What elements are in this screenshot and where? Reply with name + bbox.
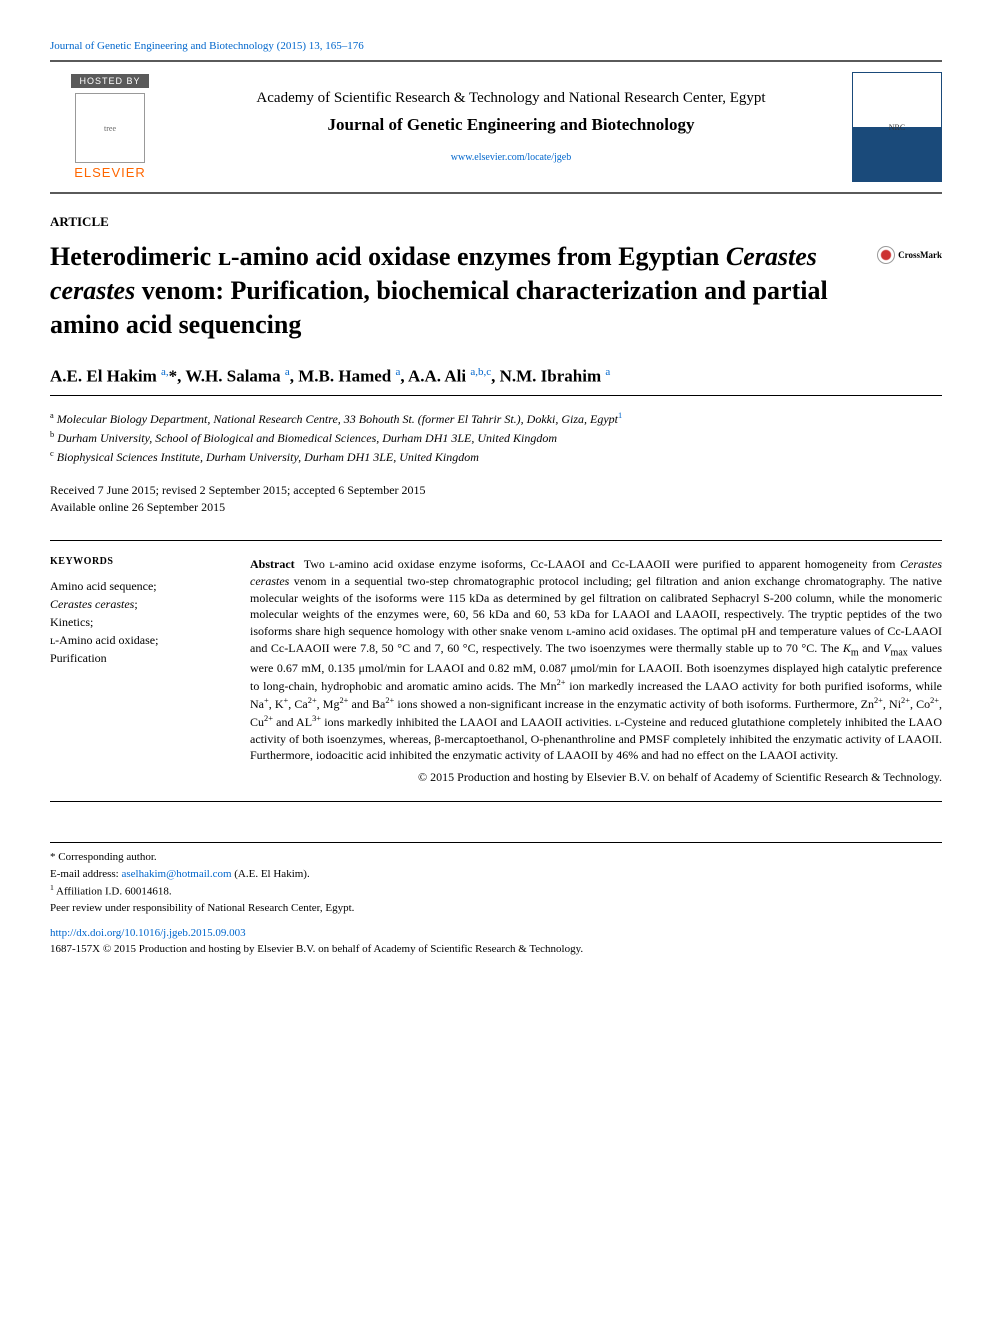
peer-review: Peer review under responsibility of Nati… (50, 900, 942, 917)
affil-id-text: Affiliation I.D. 60014618. (56, 886, 172, 898)
hosted-by-label: HOSTED BY (71, 74, 148, 88)
affiliation-id: 1 Affiliation I.D. 60014618. (50, 882, 942, 900)
affiliation-b: b Durham University, School of Biologica… (50, 430, 942, 446)
journal-name: Journal of Genetic Engineering and Biote… (185, 115, 837, 135)
authors: A.E. El Hakim a,*, W.H. Salama a, M.B. H… (50, 366, 942, 387)
online-date: Available online 26 September 2015 (50, 500, 942, 515)
abstract-copyright: © 2015 Production and hosting by Elsevie… (250, 769, 942, 786)
main-content-row: KEYWORDS Amino acid sequence;Cerastes ce… (50, 540, 942, 802)
crossmark-icon (877, 246, 895, 264)
title-row: Heterodimeric ʟ-amino acid oxidase enzym… (50, 240, 942, 366)
crossmark-label: CrossMark (898, 250, 942, 260)
crossmark-badge[interactable]: CrossMark (877, 246, 942, 264)
keywords-heading: KEYWORDS (50, 556, 225, 567)
email-paren: (A.E. El Hakim). (234, 868, 309, 880)
keywords-list: Amino acid sequence;Cerastes cerastes;Ki… (50, 577, 225, 667)
affil-trail-sup: 1 (618, 411, 622, 420)
author-rule (50, 395, 942, 396)
keywords-column: KEYWORDS Amino acid sequence;Cerastes ce… (50, 556, 225, 786)
email-link[interactable]: aselhakim@hotmail.com (121, 868, 231, 880)
journal-url-link[interactable]: www.elsevier.com/locate/jgeb (451, 152, 571, 163)
hosted-by-block: HOSTED BY tree ELSEVIER (50, 74, 170, 180)
academy-name: Academy of Scientific Research & Technol… (185, 90, 837, 107)
elsevier-logo: tree ELSEVIER (74, 93, 146, 180)
elsevier-tree-icon: tree (75, 93, 145, 163)
issn-line: 1687-157X © 2015 Production and hosting … (50, 941, 942, 958)
abstract-text: Abstract Two ʟ-amino acid oxidase enzyme… (250, 556, 942, 764)
affil-text: Durham University, School of Biological … (57, 431, 557, 445)
doi-link[interactable]: http://dx.doi.org/10.1016/j.jgeb.2015.09… (50, 925, 942, 942)
elsevier-text: ELSEVIER (74, 165, 146, 180)
affiliation-a: a Molecular Biology Department, National… (50, 411, 942, 427)
header-citation: Journal of Genetic Engineering and Biote… (50, 40, 942, 52)
header-bar: HOSTED BY tree ELSEVIER Academy of Scien… (50, 60, 942, 194)
article-type: ARTICLE (50, 214, 942, 230)
article-dates: Received 7 June 2015; revised 2 Septembe… (50, 483, 942, 498)
affil-sup: c (50, 449, 54, 458)
affil-sup: b (50, 430, 54, 439)
header-center: Academy of Scientific Research & Technol… (185, 90, 837, 165)
nrc-logo-icon: NRC (852, 72, 942, 182)
email-label: E-mail address: (50, 868, 119, 880)
footer: * Corresponding author. E-mail address: … (50, 842, 942, 958)
article-title: Heterodimeric ʟ-amino acid oxidase enzym… (50, 240, 862, 341)
corresponding-author: * Corresponding author. (50, 849, 942, 866)
affil-text: Biophysical Sciences Institute, Durham U… (57, 450, 479, 464)
abstract-column: Abstract Two ʟ-amino acid oxidase enzyme… (250, 556, 942, 786)
affil-sup: a (50, 411, 54, 420)
affiliation-c: c Biophysical Sciences Institute, Durham… (50, 449, 942, 465)
affil-id-sup: 1 (50, 883, 54, 892)
email-line: E-mail address: aselhakim@hotmail.com (A… (50, 866, 942, 883)
affil-text: Molecular Biology Department, National R… (57, 412, 618, 426)
